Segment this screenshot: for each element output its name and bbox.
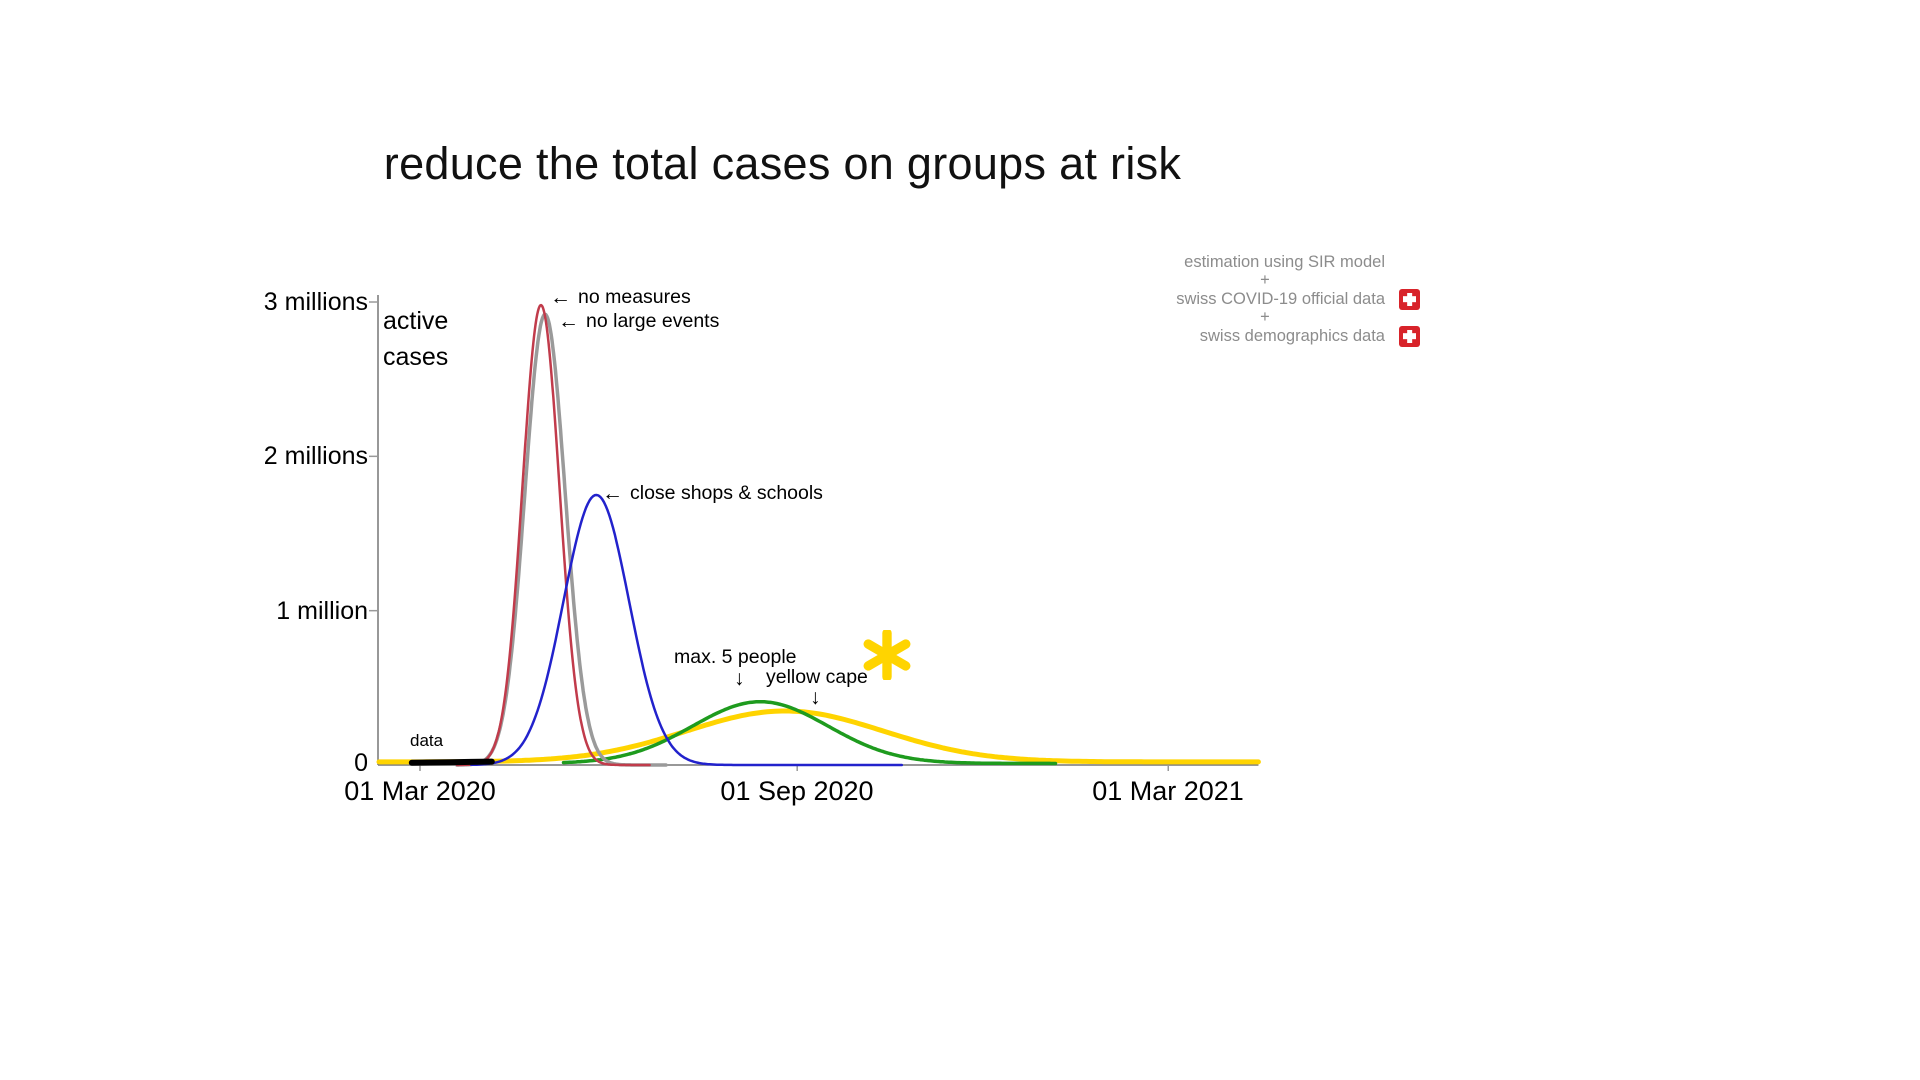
chart-area: active cases 3 millions 2 millions 1 mil… (264, 270, 1310, 810)
x-tick-label-mar2020: 01 Mar 2020 (344, 776, 496, 806)
y-tick-label-0: 0 (354, 749, 368, 777)
chart-plot (369, 295, 1261, 771)
y-axis-title: active cases (383, 307, 449, 371)
annotation-label: no measures (578, 286, 691, 308)
arrow-down-icon: ↓ (810, 686, 821, 709)
swiss-flag-icon (1399, 288, 1420, 310)
arrow-left-icon: ← (550, 285, 571, 309)
y-tick-label-1m: 1 million (276, 597, 368, 625)
swiss-flag-icon (1399, 325, 1420, 347)
page-title: reduce the total cases on groups at risk (383, 138, 1182, 189)
attribution-line: swiss COVID-19 official data (1176, 289, 1385, 308)
arrow-down-icon: ↓ (734, 667, 745, 690)
x-tick-label-sep2020: 01 Sep 2020 (720, 776, 874, 806)
plus-separator: + (1260, 271, 1270, 290)
annotation-yellow-cape: yellow cape (766, 666, 868, 689)
x-tick-label-mar2021: 01 Mar 2021 (1092, 776, 1244, 806)
arrow-left-icon: ← (558, 309, 579, 333)
y-tick-label-2m: 2 millions (263, 442, 368, 470)
plus-separator: + (1260, 308, 1270, 327)
attribution-row: swiss demographics data (1145, 325, 1437, 347)
attribution-block: estimation using SIR model + swiss COVID… (1145, 253, 1437, 347)
annotation-no-measures: ← no measures (550, 286, 691, 309)
annotation-label: yellow cape (766, 666, 868, 688)
attribution-row: swiss COVID-19 official data (1145, 288, 1437, 310)
attribution-row: estimation using SIR model (1145, 253, 1437, 272)
annotation-data: data (410, 731, 444, 750)
yellow-cape-star-icon (862, 630, 912, 680)
annotation-no-large-events: ← no large events (558, 310, 719, 333)
arrow-left-icon: ← (602, 481, 623, 505)
y-tick-label-3m: 3 millions (263, 288, 368, 316)
annotation-label: no large events (586, 310, 720, 332)
attribution-line: swiss demographics data (1199, 326, 1385, 345)
attribution-row: + (1145, 308, 1437, 328)
attribution-line: estimation using SIR model (1184, 252, 1385, 271)
annotation-label: max. 5 people (674, 646, 797, 668)
annotation-label: close shops & schools (630, 482, 823, 504)
annotation-max-5-people: max. 5 people (674, 646, 797, 669)
annotation-close-shops: ← close shops & schools (602, 482, 823, 505)
attribution-row: + (1145, 271, 1437, 291)
